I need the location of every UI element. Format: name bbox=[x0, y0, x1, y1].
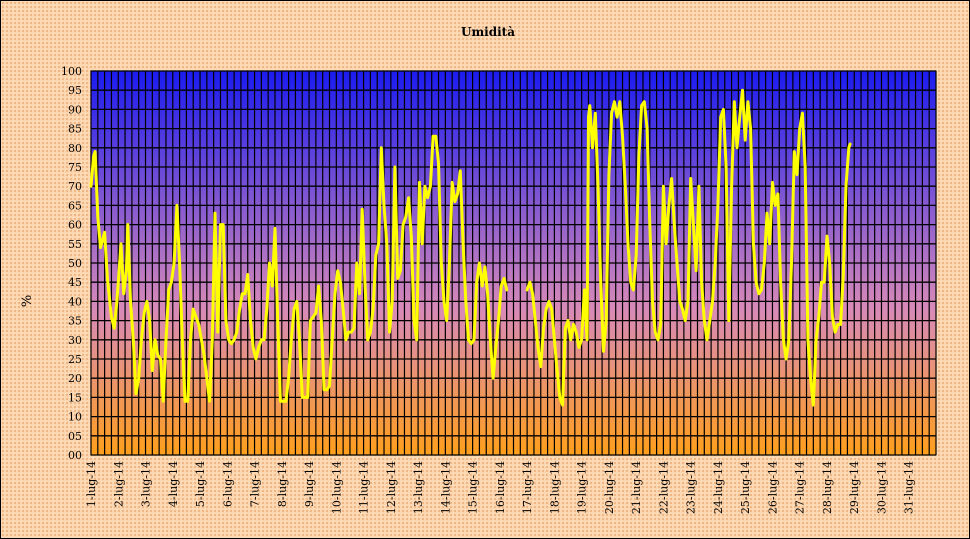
y-tick-label: 30 bbox=[68, 334, 82, 347]
x-tick-label: 18-lug-14 bbox=[548, 461, 561, 514]
x-tick-label: 12-lug-14 bbox=[385, 461, 398, 514]
x-tick-label: 1-lug-14 bbox=[85, 461, 98, 507]
y-tick-label: 25 bbox=[68, 353, 82, 366]
y-tick-label: 55 bbox=[68, 238, 82, 251]
y-tick-label: 90 bbox=[68, 103, 82, 116]
x-tick-label: 24-lug-14 bbox=[712, 461, 725, 514]
x-tick-label: 4-lug-14 bbox=[167, 461, 180, 507]
x-tick-label: 20-lug-14 bbox=[603, 461, 616, 514]
y-tick-label: 80 bbox=[68, 142, 82, 155]
x-tick-label: 26-lug-14 bbox=[766, 461, 779, 514]
y-tick-label: 15 bbox=[68, 391, 82, 404]
y-tick-label: 50 bbox=[68, 257, 82, 270]
x-tick-label: 29-lug-14 bbox=[848, 461, 861, 514]
x-tick-label: 30-lug-14 bbox=[875, 461, 888, 514]
y-tick-label: 05 bbox=[68, 430, 82, 443]
y-axis-label: % bbox=[20, 295, 35, 307]
x-tick-label: 22-lug-14 bbox=[657, 461, 670, 514]
x-tick-label: 27-lug-14 bbox=[794, 461, 807, 514]
y-tick-label: 65 bbox=[68, 199, 82, 212]
y-tick-labels: 00 05 10 15 20 25 30 35 40 45 50 55 60 65 70 75 80 85 90 95… bbox=[61, 65, 82, 462]
x-tick-label: 5-lug-14 bbox=[194, 461, 207, 507]
y-tick-label: 40 bbox=[68, 295, 82, 308]
y-tick-label: 85 bbox=[68, 123, 82, 136]
x-tick-label: 6-lug-14 bbox=[221, 461, 234, 507]
x-tick-label: 14-lug-14 bbox=[439, 461, 452, 514]
y-tick-label: 60 bbox=[68, 219, 82, 232]
x-tick-label: 13-lug-14 bbox=[412, 461, 425, 514]
x-tick-label: 11-lug-14 bbox=[358, 461, 371, 514]
x-tick-label: 3-lug-14 bbox=[140, 461, 153, 507]
y-tick-label: 00 bbox=[68, 449, 82, 462]
x-tick-label: 16-lug-14 bbox=[494, 461, 507, 514]
y-tick-label: 45 bbox=[68, 276, 82, 289]
y-tick-label: 35 bbox=[68, 315, 82, 328]
x-tick-label: 10-lug-14 bbox=[330, 461, 343, 514]
x-tick-label: 23-lug-14 bbox=[685, 461, 698, 514]
y-tick-label: 20 bbox=[68, 372, 82, 385]
x-tick-label: 28-lug-14 bbox=[821, 461, 834, 514]
x-tick-labels: 1-lug-14 2-lug-14 3-lug-14 4-lug-14 5-lug-14… bbox=[85, 461, 916, 514]
x-tick-label: 9-lug-14 bbox=[303, 461, 316, 507]
x-tick-label: 15-lug-14 bbox=[467, 461, 480, 514]
grid-lines bbox=[90, 70, 937, 456]
x-tick-label: 19-lug-14 bbox=[576, 461, 589, 514]
y-tick-label: 10 bbox=[68, 411, 82, 424]
x-tick-label: 17-lug-14 bbox=[521, 461, 534, 514]
y-tick-label: 75 bbox=[68, 161, 82, 174]
x-tick-label: 8-lug-14 bbox=[276, 461, 289, 507]
x-tick-label: 21-lug-14 bbox=[630, 461, 643, 514]
x-tick-label: 2-lug-14 bbox=[112, 461, 125, 507]
chart-title: Umidità bbox=[461, 25, 515, 39]
x-tick-label: 25-lug-14 bbox=[739, 461, 752, 514]
y-tick-label: 100 bbox=[61, 65, 82, 78]
y-tick-label: 95 bbox=[68, 84, 82, 97]
x-tick-label: 7-lug-14 bbox=[249, 461, 262, 507]
x-tick-label: 31-lug-14 bbox=[903, 461, 916, 514]
humidity-series-line bbox=[89, 88, 852, 407]
y-tick-label: 70 bbox=[68, 180, 82, 193]
series-layer bbox=[89, 88, 852, 407]
